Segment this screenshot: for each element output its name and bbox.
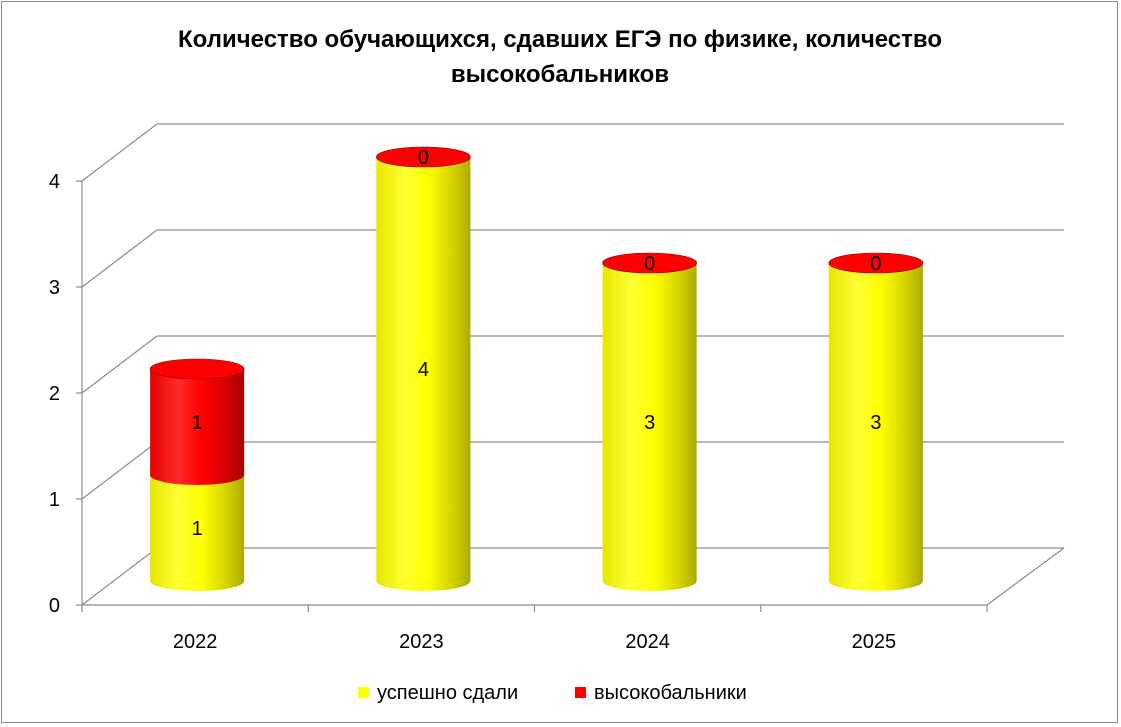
bars [149, 146, 924, 591]
data-label-2023-series-2: 0 [418, 147, 429, 169]
legend: успешно сдали высокобальники [358, 682, 747, 704]
bar-top-cap-2023 [376, 146, 471, 168]
legend-label-series-1: успешно сдали [377, 682, 518, 704]
data-label-2025-series-1: 3 [870, 412, 881, 434]
bar-2024-series-1 [602, 263, 697, 591]
x-tick-label: 2022 [173, 631, 218, 653]
bar-2022-series-1 [150, 475, 245, 591]
legend-label-series-2: высокобальники [594, 682, 747, 704]
bar-top-cap-2025 [828, 252, 924, 274]
gridline-side-0 [81, 547, 158, 606]
x-tick-label: 2025 [852, 631, 897, 653]
y-axis-ticks: 0 1 2 3 4 [49, 171, 82, 617]
data-label-2025-series-2: 0 [870, 253, 881, 275]
data-label-2023-series-1: 4 [418, 359, 429, 381]
bar-top-cap-2024 [602, 252, 697, 274]
bar-top-cap-2022 [149, 358, 245, 380]
gridline-side-2 [81, 335, 158, 394]
data-label-2024-series-1: 3 [644, 412, 655, 434]
y-tick-label: 4 [49, 171, 60, 193]
chart-walls [986, 547, 1065, 606]
legend-swatch-series-1 [358, 687, 369, 698]
gridline-side-1 [81, 441, 158, 500]
legend-swatch-series-2 [575, 687, 586, 698]
y-tick-label: 3 [49, 277, 60, 299]
y-tick-label: 2 [49, 383, 60, 405]
chart-title-line-2: высокобальников [451, 61, 669, 88]
bar-2023-series-1 [376, 157, 471, 591]
x-tick-label: 2024 [625, 631, 670, 653]
bar-2022-series-2 [150, 369, 245, 485]
data-label-2022-series-1: 1 [192, 518, 203, 540]
chart-title-line-1: Количество обучающихся, сдавших ЕГЭ по ф… [178, 26, 942, 53]
gridline-side-4 [81, 123, 158, 182]
data-labels: 1 1 4 0 3 0 3 0 [192, 147, 882, 540]
gridline-side-3 [81, 229, 158, 288]
floor-right-edge [986, 547, 1065, 606]
data-label-2022-series-2: 1 [192, 412, 203, 434]
x-tick-label: 2023 [399, 631, 444, 653]
data-label-2024-series-2: 0 [644, 253, 655, 275]
bar-2025-series-1 [828, 263, 923, 591]
y-tick-label: 0 [49, 595, 60, 617]
x-axis-ticks: 2022 2023 2024 2025 [81, 605, 988, 653]
y-tick-label: 1 [49, 489, 60, 511]
